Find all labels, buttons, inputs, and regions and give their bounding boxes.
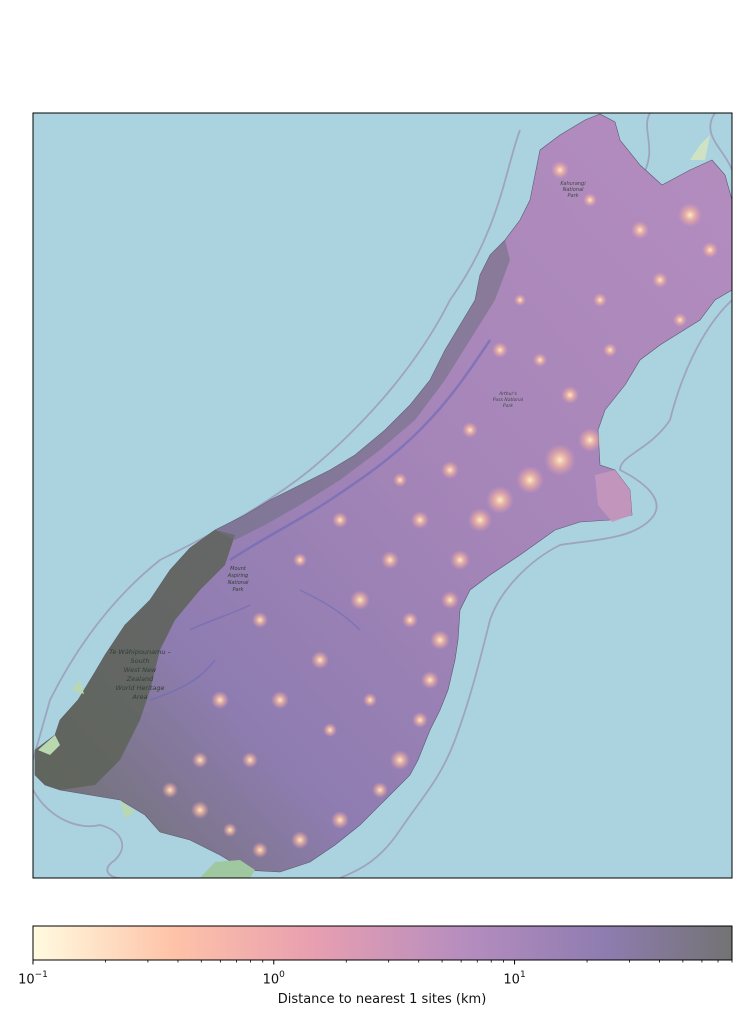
colorbar-tick-label: 10−1: [18, 970, 48, 988]
hotspot: [372, 782, 388, 798]
hotspot: [381, 551, 399, 569]
hotspot: [393, 473, 407, 487]
hotspot: [363, 693, 377, 707]
hotspot: [350, 590, 370, 610]
hotspot: [211, 691, 229, 709]
place-label-kahurangi-2: National: [563, 187, 584, 193]
tick-base: 10: [262, 972, 280, 988]
place-label-te-wahipounamu-5: World Heritage: [115, 684, 164, 692]
hotspot: [331, 811, 349, 829]
hotspot: [551, 161, 569, 179]
colorbar-label: Distance to nearest 1 sites (km): [277, 992, 487, 1007]
hotspot: [291, 831, 309, 849]
hotspot: [332, 512, 348, 528]
tick-exponent: 0: [279, 970, 285, 980]
place-label-arthurs-pass-2: Pass National: [493, 397, 524, 403]
territorial-boundary: [33, 113, 732, 878]
hotspot: [544, 444, 576, 476]
hotspot: [412, 712, 428, 728]
hotspot: [411, 511, 429, 529]
place-label-te-wahipounamu-2: South: [131, 657, 150, 665]
colorbar-tick-label: 101: [503, 970, 526, 988]
place-label-aspiring-4: Park: [232, 587, 244, 593]
hotspot: [223, 823, 237, 837]
place-label-aspiring: Mount: [230, 566, 247, 572]
colorbar-frame: [32, 925, 733, 961]
hotspot: [561, 386, 579, 404]
map-content: Kahurangi National Park Arthur's Pass Na…: [33, 113, 732, 878]
hotspot: [162, 782, 178, 798]
colorbar-ticks: [32, 960, 733, 965]
hotspot: [430, 630, 450, 650]
hotspot: [390, 750, 410, 770]
hotspot: [242, 752, 258, 768]
river: [149, 589, 361, 701]
hotspot: [252, 612, 268, 628]
hotspot: [311, 651, 329, 669]
hotspot: [421, 671, 439, 689]
tick-base: 10: [503, 972, 520, 988]
place-label-te-wahipounamu: Te Wāhipounamu –: [109, 648, 171, 656]
banks-peninsula: [595, 470, 632, 522]
hotspot: [323, 723, 337, 737]
hotspot: [441, 591, 459, 609]
colorbar: [33, 926, 732, 960]
hotspot: [702, 242, 718, 258]
hotspot: [652, 272, 668, 288]
hotspot: [673, 313, 687, 327]
place-label-aspiring-3: National: [228, 580, 249, 586]
tick-base: 10: [18, 972, 35, 988]
hotspot: [578, 428, 602, 452]
hotspot: [583, 193, 597, 207]
tick-exponent: −1: [34, 970, 48, 980]
hotspot: [441, 461, 459, 479]
hotspot: [271, 691, 289, 709]
main-divide-lakes: [229, 339, 492, 562]
hotspot: [603, 343, 617, 357]
place-label-te-wahipounamu-3: West New: [124, 666, 157, 674]
hotspot: [468, 508, 492, 532]
tick-exponent: 1: [519, 970, 526, 980]
place-label-arthurs-pass: Arthur's: [498, 391, 517, 397]
fiordland-terrain: [35, 530, 235, 790]
hotspot: [514, 294, 526, 306]
hotspot: [678, 203, 702, 227]
place-label-kahurangi: Kahurangi: [560, 181, 586, 187]
hotspot: [192, 752, 208, 768]
hotspot: [492, 342, 508, 358]
place-label-arthurs-pass-3: Park: [503, 403, 513, 409]
stewart-island: [200, 860, 255, 878]
hotspot: [533, 353, 547, 367]
hotspot: [486, 486, 514, 514]
accessibility-hotspots: [162, 161, 718, 858]
place-label-te-wahipounamu-4: Zealand: [126, 675, 154, 683]
map-frame: [32, 112, 733, 879]
hotspot: [593, 293, 607, 307]
hotspot: [293, 553, 307, 567]
hotspot: [450, 550, 470, 570]
hotspot: [516, 466, 544, 494]
hotspot: [191, 801, 209, 819]
north-island-edge: [690, 135, 710, 160]
hotspot: [252, 842, 268, 858]
hotspot: [631, 221, 649, 239]
hotspot: [402, 612, 418, 628]
place-label-kahurangi-3: Park: [567, 193, 579, 199]
hotspot: [462, 422, 478, 438]
colorbar-tick-label: 100: [262, 970, 285, 988]
place-label-aspiring-2: Aspiring: [227, 573, 248, 579]
place-label-te-wahipounamu-6: Area: [131, 693, 147, 701]
